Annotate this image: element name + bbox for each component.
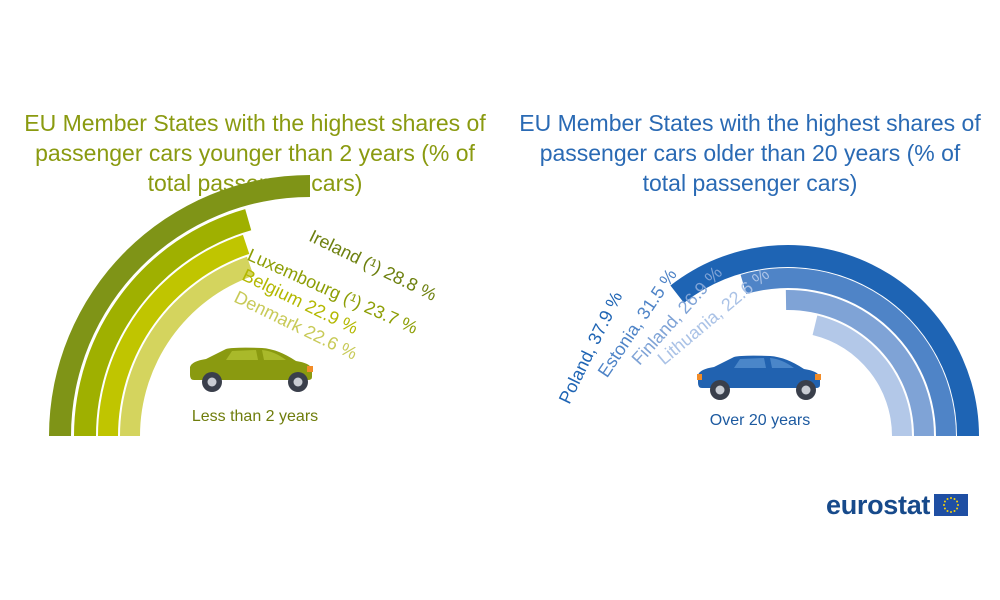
left-chart-title: EU Member States with the highest shares… — [24, 110, 486, 196]
eu-flag-icon — [934, 494, 969, 516]
eurostat-wordmark: eurostat — [826, 489, 931, 520]
eu-flag-star — [953, 497, 956, 500]
eu-flag-star — [950, 511, 953, 513]
eu-flag-star — [957, 504, 960, 506]
bar-arc-2 — [740, 268, 956, 436]
eurostat-logo: eurostat — [826, 489, 969, 521]
eu-flag-star — [946, 497, 949, 500]
eu-flag-star — [956, 507, 959, 510]
right-radial-chart: Poland, 37.9 %Estonia, 31.5 %Finland, 26… — [555, 244, 979, 436]
car-icon-blue — [697, 355, 821, 400]
eu-flag-star — [944, 500, 947, 503]
bar-arc-3 — [785, 290, 934, 436]
eu-flag-star — [956, 500, 959, 503]
left-radial-chart: Ireland (¹) 28.8 %Luxembourg (¹) 23.7 %B… — [49, 175, 440, 436]
right-chart-title: EU Member States with the highest shares… — [519, 110, 981, 196]
car-icon-green — [190, 347, 313, 392]
eu-flag-star — [950, 497, 953, 499]
eu-flag-star — [946, 510, 949, 513]
bar-arc-4 — [812, 315, 912, 436]
eu-flag-star — [953, 510, 956, 513]
right-chart-caption: Over 20 years — [709, 412, 811, 429]
bar-arc-1 — [49, 175, 310, 436]
eu-flag-star — [944, 507, 947, 510]
eu-flag-star — [943, 504, 946, 506]
left-chart-caption: Less than 2 years — [191, 408, 319, 425]
bar-arc-4 — [120, 256, 254, 436]
bar-arc-1 — [670, 244, 979, 436]
bar-arc-2 — [74, 209, 252, 436]
bar-arc-3 — [98, 234, 250, 436]
